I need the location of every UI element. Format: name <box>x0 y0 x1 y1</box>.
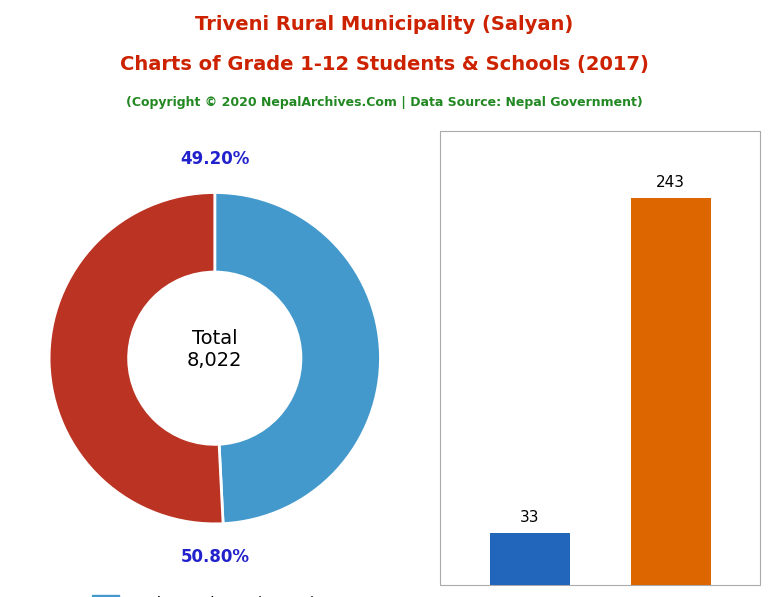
Bar <box>490 533 570 585</box>
Text: 50.80%: 50.80% <box>180 548 250 566</box>
Text: (Copyright © 2020 NepalArchives.Com | Data Source: Nepal Government): (Copyright © 2020 NepalArchives.Com | Da… <box>126 96 642 109</box>
Text: Total
8,022: Total 8,022 <box>187 330 243 370</box>
Wedge shape <box>215 192 380 524</box>
Bar <box>631 198 710 585</box>
Text: Triveni Rural Municipality (Salyan): Triveni Rural Municipality (Salyan) <box>195 15 573 34</box>
Legend: Male Students (3,947), Female Students (4,075): Male Students (3,947), Female Students (… <box>86 588 344 597</box>
Wedge shape <box>49 192 223 524</box>
Text: 243: 243 <box>656 176 685 190</box>
Text: 33: 33 <box>520 510 540 525</box>
Text: 49.20%: 49.20% <box>180 150 250 168</box>
Text: Charts of Grade 1-12 Students & Schools (2017): Charts of Grade 1-12 Students & Schools … <box>120 55 648 74</box>
